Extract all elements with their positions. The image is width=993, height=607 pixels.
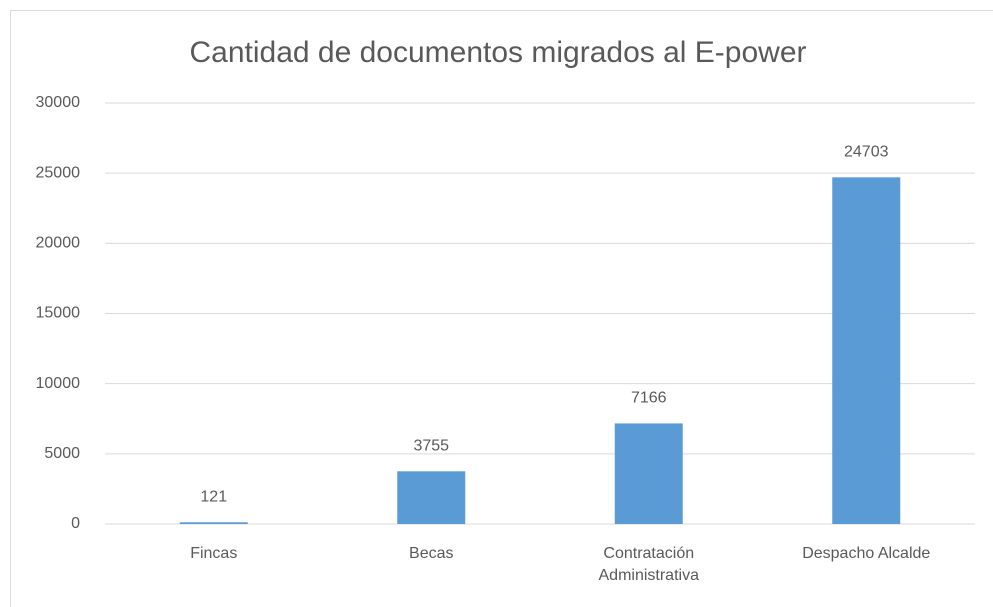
chart-title: Cantidad de documentos migrados al E-pow… xyxy=(189,36,806,69)
bar xyxy=(179,522,248,524)
y-tick-label: 10000 xyxy=(36,375,81,392)
y-tick-label: 20000 xyxy=(36,235,81,252)
data-label: 3755 xyxy=(413,438,449,455)
data-label: 7166 xyxy=(631,390,667,407)
bar xyxy=(397,471,466,524)
y-tick-label: 15000 xyxy=(36,305,81,322)
x-tick-label: Despacho Alcalde xyxy=(802,545,930,562)
chart-border xyxy=(10,10,993,607)
y-tick-label: 25000 xyxy=(36,164,81,181)
x-tick-label: Fincas xyxy=(190,545,237,562)
x-tick-label: Becas xyxy=(409,545,453,562)
data-label: 121 xyxy=(200,489,227,506)
data-label: 24703 xyxy=(844,144,889,161)
y-tick-label: 0 xyxy=(71,515,80,532)
x-tick-label: Contratación Administrativa xyxy=(599,545,700,584)
bar xyxy=(614,423,683,524)
y-tick-label: 30000 xyxy=(36,94,81,111)
bar xyxy=(832,177,901,524)
y-tick-label: 5000 xyxy=(44,445,80,462)
